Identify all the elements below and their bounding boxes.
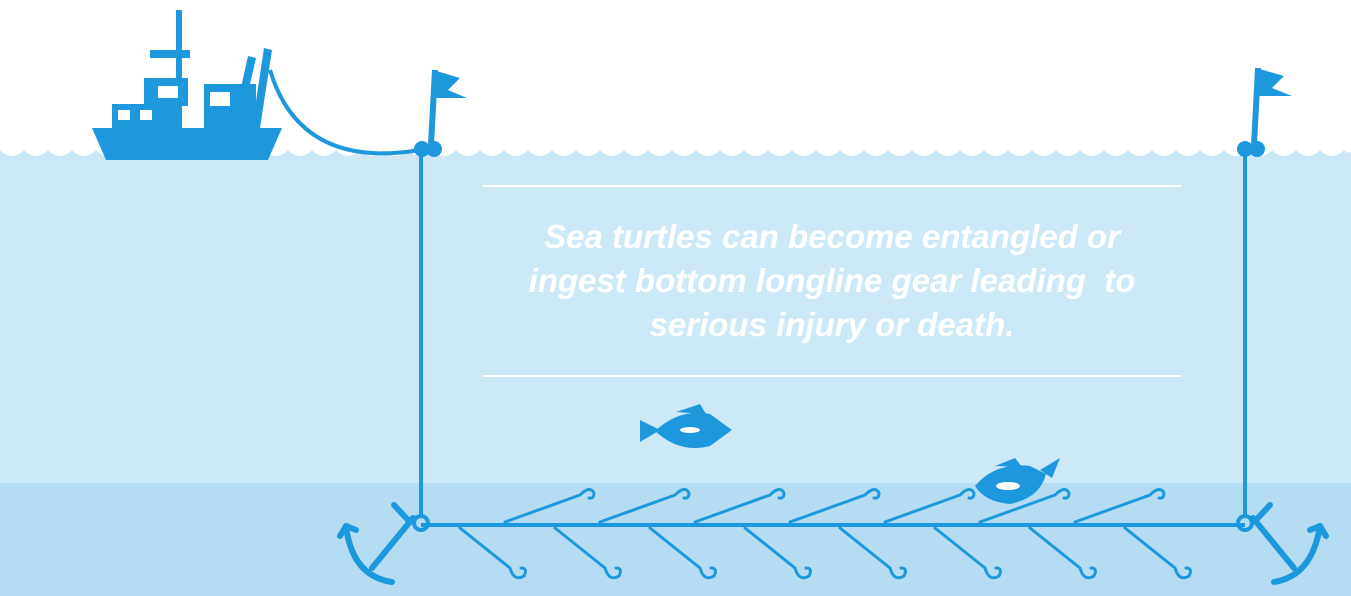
- caption-line-3: serious injury or death.: [649, 306, 1015, 343]
- caption-line-2: ingest bottom longline gear leading to: [528, 262, 1136, 299]
- hook-icon: [458, 488, 1192, 580]
- caption-box: Sea turtles can become entangled or inge…: [483, 185, 1181, 377]
- boat-icon: [92, 10, 282, 160]
- anchor-icon: [1236, 502, 1329, 585]
- boat-line: [268, 69, 421, 156]
- turtle-icon: [975, 458, 1060, 504]
- anchor-icon: [337, 502, 430, 585]
- caption-line-1: Sea turtles can become entangled or: [544, 218, 1120, 255]
- buoy-icon: [1237, 141, 1265, 157]
- seabed-band: [0, 483, 1351, 596]
- flag-icon: [428, 69, 467, 146]
- buoy-icon: [414, 141, 442, 157]
- flag-icon: [1251, 67, 1292, 146]
- fish-icon: [640, 404, 732, 449]
